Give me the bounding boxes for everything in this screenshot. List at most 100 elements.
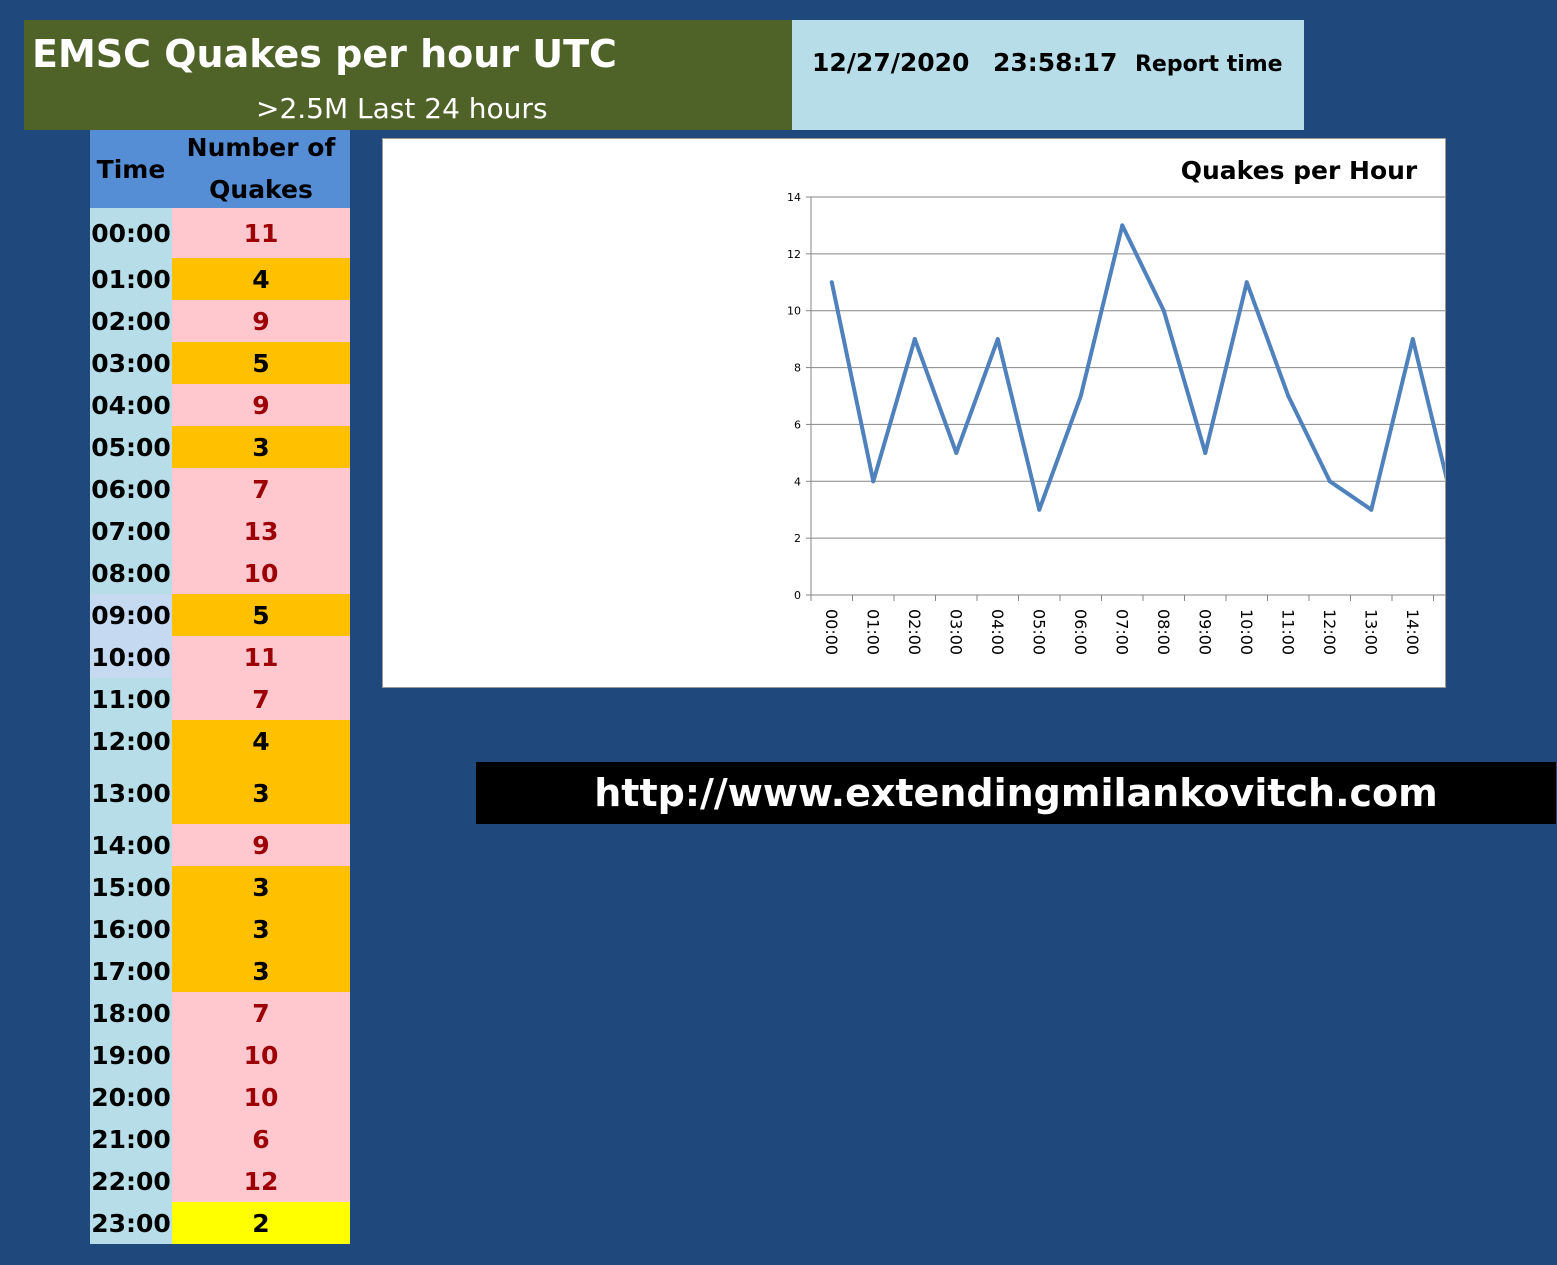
row-count: 3	[172, 950, 350, 992]
row-time: 00:00	[90, 208, 172, 258]
report-date: 12/27/2020	[812, 48, 970, 77]
x-tick-label: 02:00	[905, 609, 924, 655]
row-time: 02:00	[90, 300, 172, 342]
y-tick-label: 12	[787, 248, 801, 261]
row-time: 03:00	[90, 342, 172, 384]
x-tick-label: 13:00	[1361, 609, 1380, 655]
table-row: 07:00 13	[90, 510, 350, 552]
row-time: 21:00	[90, 1118, 172, 1160]
row-time: 01:00	[90, 258, 172, 300]
y-tick-label: 14	[787, 191, 801, 204]
table-row: 00:00 11	[90, 208, 350, 258]
data-point	[954, 450, 959, 455]
url-banner: http://www.extendingmilankovitch.com	[476, 762, 1556, 824]
x-tick-label: 11:00	[1278, 609, 1297, 655]
x-tick-label: 05:00	[1029, 609, 1048, 655]
quakes-table: Time Number of Quakes 00:00 11 01:00 4 02:00…	[90, 130, 350, 1244]
data-point	[995, 337, 1000, 342]
header-count-line1: Number of	[186, 133, 336, 162]
data-point	[1037, 507, 1042, 512]
row-time: 23:00	[90, 1202, 172, 1244]
data-point	[1203, 450, 1208, 455]
row-time: 05:00	[90, 426, 172, 468]
x-tick-label: 00:00	[822, 609, 841, 655]
row-count: 3	[172, 866, 350, 908]
row-count: 11	[172, 208, 350, 258]
series-line	[829, 223, 1445, 512]
row-time: 06:00	[90, 468, 172, 510]
site-url: http://www.extendingmilankovitch.com	[594, 771, 1438, 815]
row-count: 10	[172, 1076, 350, 1118]
row-count: 3	[172, 426, 350, 468]
row-count: 2	[172, 1202, 350, 1244]
header-time: Time	[96, 154, 166, 184]
row-time: 16:00	[90, 908, 172, 950]
line-chart: Quakes per Hour 0 2 4 6 8 10 12 14 00:00 01:00 02:0…	[787, 156, 1445, 655]
page-title: EMSC Quakes per hour UTC	[32, 32, 617, 76]
report-clock: 23:58:17	[993, 48, 1118, 77]
data-point	[1244, 280, 1249, 285]
table-row: 13:00 3	[90, 762, 350, 824]
row-count: 5	[172, 342, 350, 384]
table-row: 10:00 11	[90, 636, 350, 678]
row-time: 15:00	[90, 866, 172, 908]
header-count-line2: Quakes	[209, 175, 313, 204]
data-point	[1327, 479, 1332, 484]
data-point	[1161, 308, 1166, 313]
table-body: 00:00 11 01:00 4 02:00 9 03:00 5 04:00 9 05:00 3 06:…	[90, 208, 350, 1244]
report-time-panel: 12/27/2020 23:58:17 Report time	[792, 20, 1304, 130]
row-count: 3	[172, 908, 350, 950]
row-time: 11:00	[90, 678, 172, 720]
x-tick-label: 09:00	[1195, 609, 1214, 655]
row-count: 5	[172, 594, 350, 636]
row-time: 13:00	[90, 762, 172, 824]
row-count: 4	[172, 258, 350, 300]
table-row: 20:00 10	[90, 1076, 350, 1118]
row-time: 12:00	[90, 720, 172, 762]
row-count: 9	[172, 384, 350, 426]
row-time: 14:00	[90, 824, 172, 866]
row-time: 17:00	[90, 950, 172, 992]
y-tick-label: 4	[794, 475, 801, 488]
data-point	[912, 337, 917, 342]
row-time: 07:00	[90, 510, 172, 552]
row-count: 3	[172, 762, 350, 824]
table-row: 16:00 3	[90, 908, 350, 950]
table-row: 21:00 6	[90, 1118, 350, 1160]
table-row: 09:00 5	[90, 594, 350, 636]
table-row: 12:00 4	[90, 720, 350, 762]
row-count: 10	[172, 1034, 350, 1076]
row-count: 7	[172, 678, 350, 720]
chart-panel: Quakes per Hour 0 2 4 6 8 10 12 14 00:00 01:00 02:0…	[382, 138, 1446, 688]
x-tick-label: 04:00	[988, 609, 1007, 655]
y-tick-label: 6	[794, 418, 801, 431]
x-tick-label: 01:00	[863, 609, 882, 655]
table-header: Time Number of Quakes	[90, 130, 350, 208]
data-point	[1286, 394, 1291, 398]
row-time: 18:00	[90, 992, 172, 1034]
table-row: 06:00 7	[90, 468, 350, 510]
report-label: Report time	[1134, 52, 1283, 77]
data-point	[871, 479, 876, 484]
data-point	[1410, 337, 1415, 342]
header-count: Number of Quakes	[172, 130, 350, 208]
x-tick-label: 06:00	[1071, 609, 1090, 655]
table-row: 19:00 10	[90, 1034, 350, 1076]
row-time: 22:00	[90, 1160, 172, 1202]
x-tick-label: 14:00	[1403, 609, 1422, 655]
table-row: 23:00 2	[90, 1202, 350, 1244]
x-tick-label: 15:00	[1444, 609, 1445, 655]
y-tick-label: 10	[787, 305, 801, 318]
table-row: 05:00 3	[90, 426, 350, 468]
x-tick-label: 03:00	[946, 609, 965, 655]
title-banner: EMSC Quakes per hour UTC >2.5M Last 24 h…	[24, 20, 792, 130]
table-row: 08:00 10	[90, 552, 350, 594]
table-row: 01:00 4	[90, 258, 350, 300]
row-count: 7	[172, 992, 350, 1034]
row-count: 10	[172, 552, 350, 594]
report-time-line: 12/27/2020 23:58:17 Report time	[812, 48, 1283, 77]
row-time: 04:00	[90, 384, 172, 426]
row-count: 4	[172, 720, 350, 762]
row-count: 7	[172, 468, 350, 510]
data-point	[1078, 394, 1083, 398]
